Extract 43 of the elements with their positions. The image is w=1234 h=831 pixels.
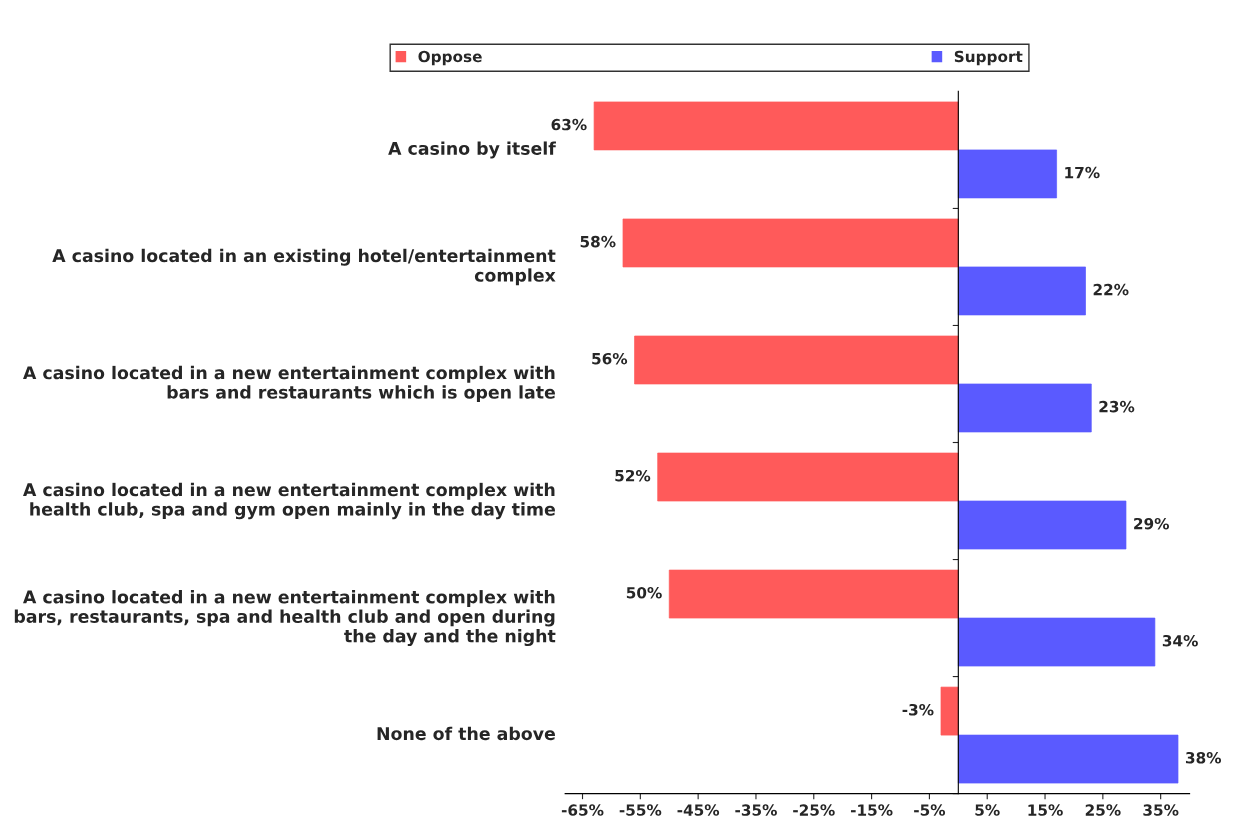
legend-label: Support [954,50,1023,66]
x-tick-label: -15% [850,804,893,816]
x-tick-label: 5% [975,804,1000,816]
data-label: 56% [592,352,628,365]
data-label: 17% [1065,166,1100,179]
bar [634,335,959,385]
data-label: 63% [551,118,587,131]
y-tick-label: A casino located in a new entertainment complex with health club, spa and gym open mainly in the day time [23,482,555,520]
data-label: 38% [1185,751,1222,764]
bar [957,734,1179,784]
bar [957,500,1127,550]
bar [668,569,959,619]
x-tick-label: -25% [793,804,835,816]
x-tick-label: -45% [677,804,720,816]
bar [957,617,1156,667]
data-label: 22% [1093,283,1129,296]
y-tick-label: None of the above [377,726,555,741]
legend-label: Oppose [418,50,482,66]
x-tick-label: 15% [1028,804,1063,816]
y-tick-label: A casino located in an existing hotel/entertainment complex [52,248,556,286]
y-tick-label: A casino by itself [388,141,556,159]
x-tick-label: -55% [619,804,662,816]
data-label: 34% [1162,634,1198,647]
data-label: 23% [1099,400,1135,413]
x-tick-label: -5% [914,804,946,816]
x-tick-label: 35% [1143,804,1179,816]
data-label: 58% [580,235,616,248]
bar [622,218,959,268]
y-tick-label: A casino located in a new entertainment complex with bars, restaurants, spa and health club and open during the day and the night [14,590,556,647]
data-label: 50% [626,586,662,599]
data-label: -3% [902,703,934,716]
bar [957,149,1057,199]
data-label: 29% [1134,517,1170,530]
x-tick-label: -35% [735,804,777,816]
y-tick-label: A casino located in a new entertainment complex with bars and restaurants which is open late [23,365,555,403]
x-tick-label: -65% [561,804,604,816]
bar [593,101,959,151]
bar [957,383,1092,433]
data-label: 52% [615,469,651,482]
x-tick-label: 25% [1085,804,1121,816]
bar [657,452,959,502]
bar [957,266,1086,316]
bar [940,686,959,736]
